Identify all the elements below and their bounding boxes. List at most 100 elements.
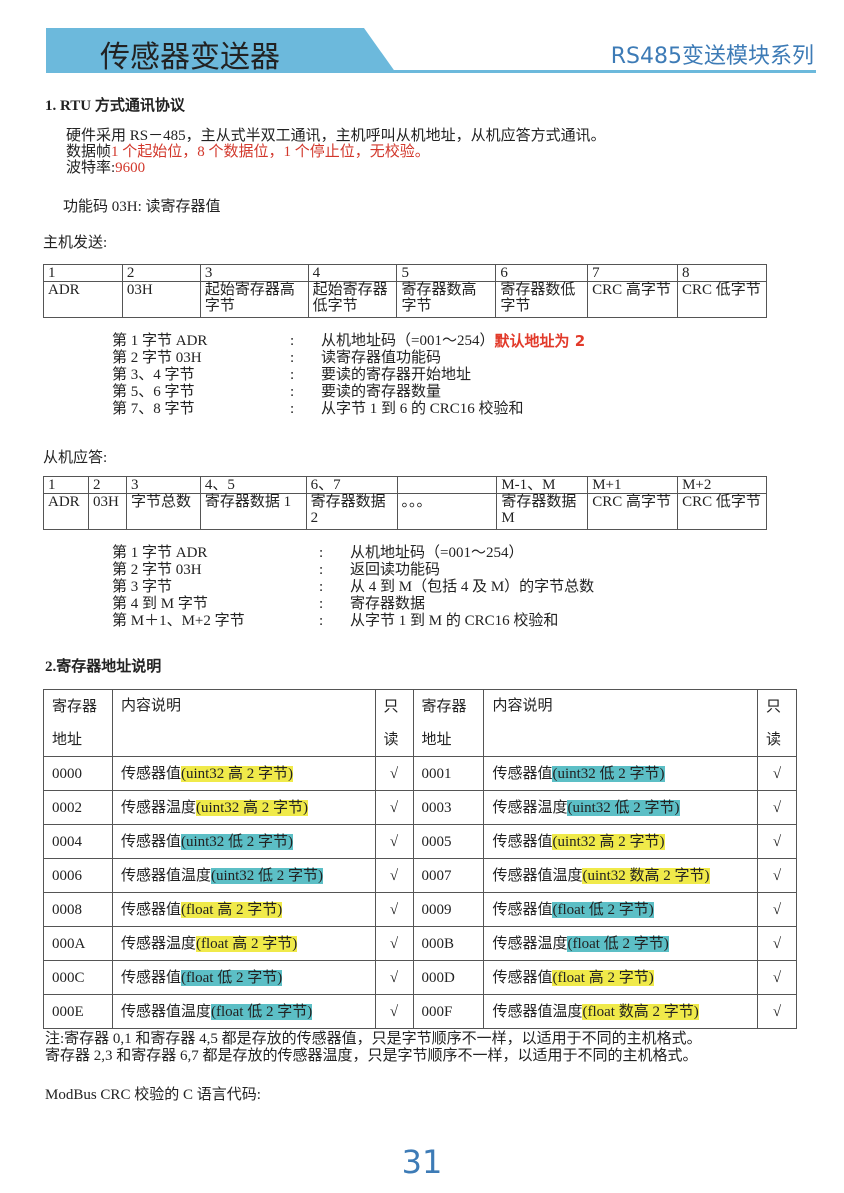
register-header-row: 寄存器 内容说明 只 寄存器 内容说明 只 (43, 689, 798, 757)
register-address: 000A (43, 926, 113, 961)
register-address: 0003 (412, 790, 485, 825)
ro-header-2: 读 (756, 723, 798, 757)
register-address: 0000 (43, 756, 113, 791)
register-name: 传感器值温度 (120, 867, 211, 884)
register-name: 传感器值 (120, 833, 181, 850)
frame-label: 数据帧 (66, 144, 112, 160)
register-name: 传感器值温度 (492, 867, 583, 884)
series-title: RS485变送模块系列 (610, 44, 814, 69)
colon: : (290, 401, 295, 417)
register-description: 传感器值(float 低 2 字节) (483, 892, 758, 927)
read-only-check: √ (756, 790, 798, 825)
register-address: 0007 (412, 858, 485, 893)
register-description: 传感器值(uint32 高 2 字节) (111, 756, 376, 791)
register-format-highlight: (float 数高 2 字节) (582, 1003, 699, 1020)
register-description: 传感器温度(uint32 低 2 字节) (483, 790, 758, 825)
intro-line2: 数据帧1 个起始位，8 个数据位，1 个停止位，无校验。 (66, 144, 606, 160)
byte-description: 读寄存器值功能码 (321, 350, 442, 366)
register-format-highlight: (float 低 2 字节) (210, 1003, 313, 1020)
byte-label: 第 5、6 字节 (112, 384, 195, 400)
register-notes: 注:寄存器 0,1 和寄存器 4,5 都是存放的传感器值，只是字节顺序不一样，以… (45, 1031, 702, 1065)
byte-description: 返回读功能码 (350, 562, 441, 578)
colon: : (319, 579, 324, 595)
byte-field-cell: CRC 低字节 (677, 493, 767, 530)
byte-field-cell: ADR (43, 281, 123, 318)
colon: : (290, 367, 295, 383)
register-name: 传感器值 (120, 901, 181, 918)
slave-frame-table: 1 2 3 4、5 6、7 M-1、M M+1 M+2 ADR 03H 字节总数 寄存器数据 1 寄存… (43, 476, 767, 530)
register-row: 000A 传感器温度(float 高 2 字节) √ 000B 传感器温度(float … (43, 926, 798, 961)
byte-label: 第 1 字节 ADR (112, 333, 208, 349)
byte-label: 第 7、8 字节 (112, 401, 195, 417)
read-only-check: √ (756, 926, 798, 961)
byte-number-cell: M+2 (677, 476, 767, 494)
ro-header-2: 读 (374, 723, 414, 757)
register-format-highlight: (uint32 数高 2 字节) (582, 867, 710, 884)
register-format-highlight: (uint32 高 2 字节) (180, 765, 294, 782)
register-description: 传感器值(float 高 2 字节) (483, 960, 758, 995)
section2-heading: 2.寄存器地址说明 (45, 659, 162, 675)
register-description: 传感器值(float 低 2 字节) (111, 960, 376, 995)
byte-field-cell: 。。。 (396, 493, 498, 530)
default-address-note: 默认地址为 2 (494, 332, 586, 350)
frame-value: 1 个起始位，8 个数据位，1 个停止位，无校验。 (111, 144, 430, 160)
addr-header: 寄存器 (43, 689, 113, 723)
master-send-label: 主机发送: (43, 235, 108, 251)
register-row: 0004 传感器值(uint32 低 2 字节) √ 0005 传感器值(uint32 … (43, 824, 798, 859)
register-row: 0006 传感器值温度(uint32 低 2 字节) √ 0007 传感器值温度(uin… (43, 858, 798, 893)
byte-label: 第 3、4 字节 (112, 367, 195, 383)
register-format-highlight: (float 低 2 字节) (552, 901, 654, 918)
register-name: 传感器值温度 (120, 1003, 211, 1020)
read-only-check: √ (374, 858, 414, 893)
register-format-highlight: (float 低 2 字节) (567, 935, 669, 952)
register-format-highlight: (uint32 高 2 字节) (195, 799, 309, 816)
description-row: 第 5、6 字节: 要读的寄存器数量 (112, 384, 585, 401)
read-only-check: √ (756, 824, 798, 859)
content-header: 内容说明 (483, 689, 758, 757)
register-address: 000E (43, 994, 113, 1029)
byte-field-cell: 起始寄存器低字节 (307, 281, 398, 318)
register-description: 传感器值(uint32 高 2 字节) (483, 824, 758, 859)
byte-number-cell: 3 (199, 264, 309, 282)
register-format-highlight: (float 高 2 字节) (180, 901, 283, 918)
register-description: 传感器值温度(uint32 低 2 字节) (111, 858, 376, 893)
register-format-highlight: (uint32 高 2 字节) (552, 833, 665, 850)
register-address: 000C (43, 960, 113, 995)
register-description: 传感器温度(float 低 2 字节) (483, 926, 758, 961)
register-format-highlight: (float 低 2 字节) (180, 969, 283, 986)
byte-description: 从字节 1 到 M 的 CRC16 校验和 (350, 613, 559, 629)
byte-field-cell: 寄存器数据 M (496, 493, 589, 530)
crc-code-label: ModBus CRC 校验的 C 语言代码: (45, 1087, 261, 1103)
byte-field-cell: 寄存器数低字节 (495, 281, 589, 318)
register-name: 传感器温度 (120, 935, 196, 952)
register-format-highlight: (uint32 低 2 字节) (552, 765, 665, 782)
read-only-check: √ (374, 892, 414, 927)
register-name: 传感器值 (492, 765, 553, 782)
section1-heading: 1. RTU 方式通讯协议 (45, 98, 185, 114)
byte-field-cell: 03H (121, 281, 201, 318)
byte-field-cell: 寄存器数据 1 (199, 493, 307, 530)
page-number: 31 (401, 1143, 443, 1181)
description-row: 第 7、8 字节: 从字节 1 到 6 的 CRC16 校验和 (112, 401, 585, 418)
description-row: 第 4 到 M 字节: 寄存器数据 (112, 596, 594, 613)
register-description: 传感器值温度(float 数高 2 字节) (483, 994, 758, 1029)
byte-field-cell: ADR (43, 493, 89, 530)
description-row: 第 1 字节 ADR: 从机地址码（=001～254） 默认地址为 2 (112, 333, 585, 350)
register-format-highlight: (float 高 2 字节) (552, 969, 654, 986)
byte-label: 第 3 字节 (112, 579, 173, 595)
read-only-check: √ (756, 858, 798, 893)
byte-field-cell: CRC 高字节 (587, 493, 679, 530)
header-banner (46, 28, 396, 73)
intro-text: 硬件采用 RS－485，主从式半双工通讯，主机呼叫从机地址，从机应答方式通讯。 … (66, 128, 606, 176)
colon: : (319, 613, 324, 629)
description-row: 第 M＋1、M+2 字节: 从字节 1 到 M 的 CRC16 校验和 (112, 613, 594, 630)
byte-number-cell: M-1、M (496, 476, 589, 494)
byte-description: 寄存器数据 (350, 596, 426, 612)
byte-number-cell: M+1 (587, 476, 679, 494)
byte-number-cell: 6、7 (305, 476, 398, 494)
ro-header: 只 (374, 689, 414, 723)
register-name: 传感器温度 (120, 799, 196, 816)
register-description: 传感器值(float 高 2 字节) (111, 892, 376, 927)
ro-header: 只 (756, 689, 798, 723)
